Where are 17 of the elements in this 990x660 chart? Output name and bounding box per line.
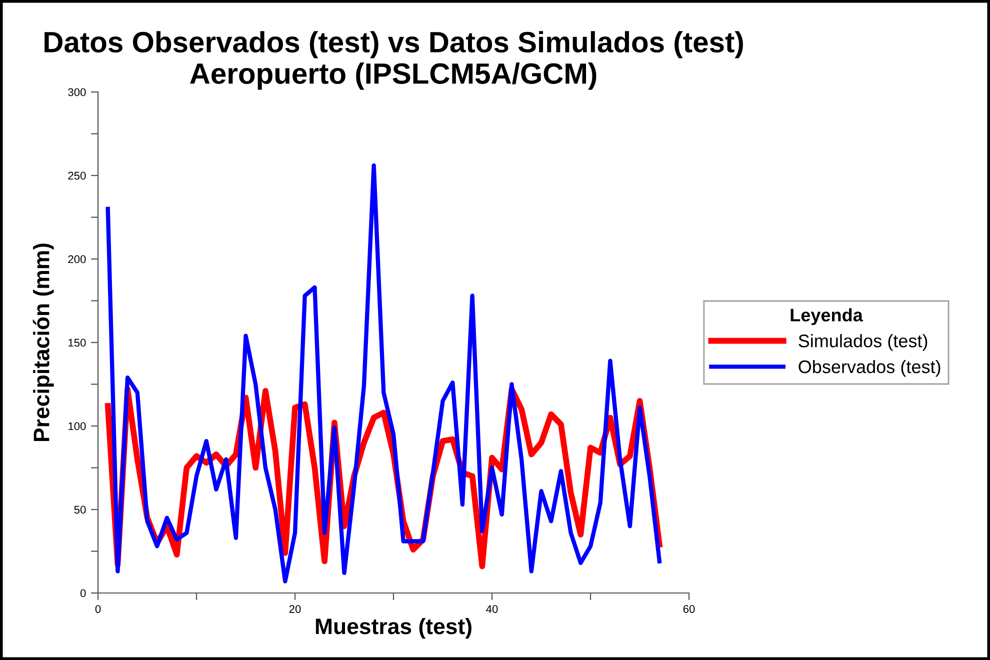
x-tick-label: 0 [95, 605, 101, 613]
y-tick-label: 0 [80, 589, 86, 598]
y-tick-label: 300 [68, 88, 86, 96]
x-tick-label: 60 [683, 605, 695, 613]
y-tick-label: 200 [68, 255, 86, 264]
y-axis-title: Precipitación (mm) [32, 244, 54, 442]
y-tick-label: 150 [68, 338, 86, 347]
y-tick-label: 50 [74, 506, 86, 514]
legend-title: Leyenda [790, 308, 863, 326]
x-tick-label: 20 [289, 605, 301, 613]
y-tick-label: 100 [68, 422, 86, 430]
legend-label: Observados (test) [798, 360, 940, 377]
legend-label: Simulados (test) [798, 334, 928, 351]
line-series [106, 163, 662, 584]
y-tick-label: 250 [68, 172, 86, 180]
x-tick-label: 40 [486, 605, 498, 613]
x-axis-title: Muestras (test) [316, 618, 472, 639]
